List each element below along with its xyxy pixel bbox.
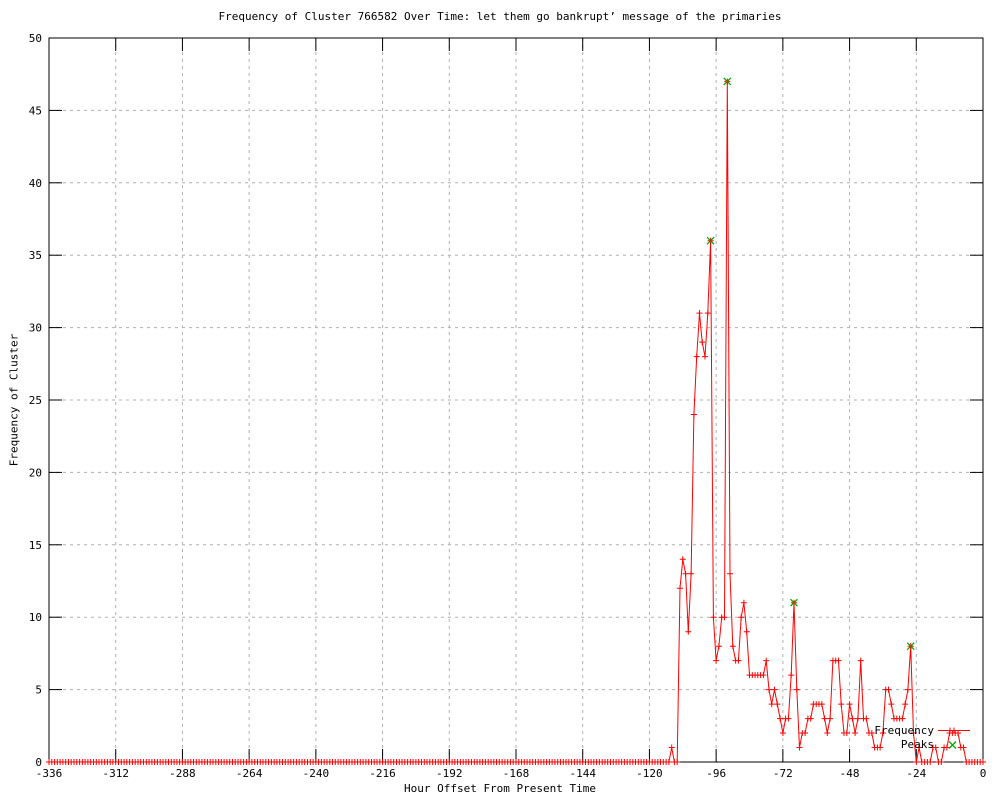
svg-text:-72: -72 (773, 767, 793, 780)
svg-text:45: 45 (29, 104, 42, 117)
svg-text:0: 0 (35, 756, 42, 769)
svg-text:10: 10 (29, 611, 42, 624)
svg-text:-288: -288 (169, 767, 196, 780)
legend: Frequency Peaks (874, 724, 934, 752)
svg-text:40: 40 (29, 177, 42, 190)
y-axis-label: Frequency of Cluster (7, 333, 21, 467)
svg-text:0: 0 (980, 767, 987, 780)
svg-text:-168: -168 (503, 767, 530, 780)
svg-text:-240: -240 (303, 767, 330, 780)
svg-text:-216: -216 (369, 767, 396, 780)
x-axis-label: Hour Offset From Present Time (403, 782, 597, 795)
svg-text:15: 15 (29, 539, 42, 552)
svg-text:-336: -336 (36, 767, 63, 780)
svg-text:-264: -264 (236, 767, 263, 780)
svg-text:-192: -192 (436, 767, 463, 780)
svg-text:30: 30 (29, 322, 42, 335)
svg-text:20: 20 (29, 466, 42, 479)
svg-text:-120: -120 (636, 767, 663, 780)
svg-text:35: 35 (29, 249, 42, 262)
svg-text:-24: -24 (906, 767, 926, 780)
svg-text:-48: -48 (840, 767, 860, 780)
svg-text:50: 50 (29, 32, 42, 45)
svg-text:5: 5 (35, 684, 42, 697)
legend-entry-peaks: Peaks (900, 738, 934, 751)
svg-text:25: 25 (29, 394, 42, 407)
svg-text:-96: -96 (706, 767, 726, 780)
chart-title: Frequency of Cluster 766582 Over Time: l… (218, 10, 782, 23)
svg-text:-312: -312 (102, 767, 129, 780)
legend-entry-frequency: Frequency (874, 724, 934, 737)
svg-text:-144: -144 (569, 767, 596, 780)
